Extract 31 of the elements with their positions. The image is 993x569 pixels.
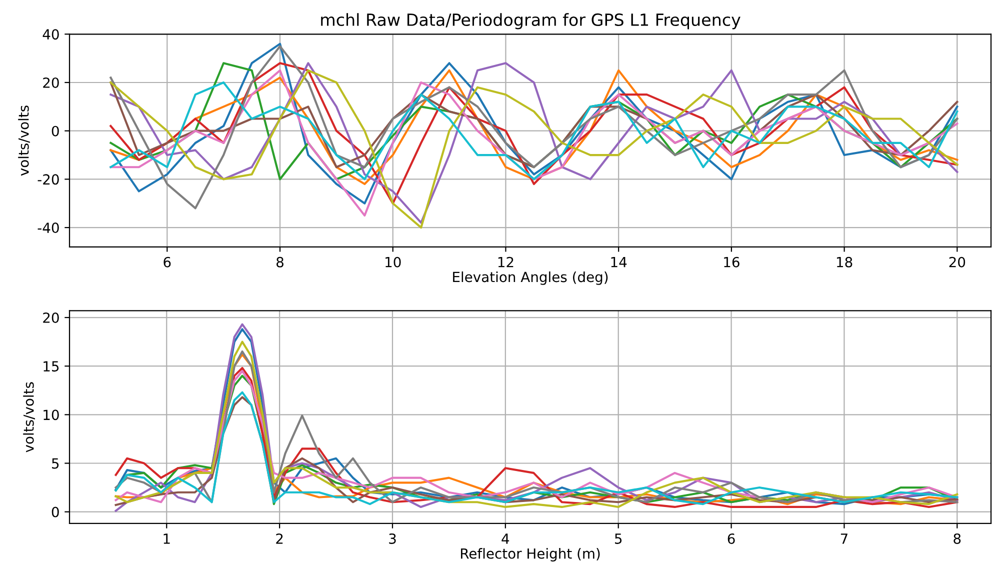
x-axis-title: Elevation Angles (deg): [453, 271, 608, 285]
x-tick-label: 16: [724, 256, 740, 268]
y-tick-label: 15: [44, 361, 59, 372]
x-tick-label: 6: [164, 256, 171, 268]
y-tick-label: -40: [38, 222, 59, 234]
x-tick-label: 1: [164, 534, 170, 544]
x-tick-label: 4: [502, 534, 510, 544]
y-tick-label: 20: [43, 77, 59, 88]
y-axis-title: volts/volts: [23, 382, 35, 452]
x-tick-label: 10: [386, 256, 401, 268]
y-tick-label: -20: [38, 174, 59, 185]
y-tick-label: 20: [43, 312, 59, 323]
y-tick-label: 10: [44, 410, 59, 420]
x-tick-label: 8: [276, 256, 284, 268]
y-tick-label: 0: [52, 506, 59, 518]
x-tick-label: 6: [728, 533, 735, 544]
x-tick-label: 5: [615, 534, 622, 544]
chart-title: mchl Raw Data/Periodogram for GPS L1 Frequency: [321, 13, 740, 30]
x-tick-label: 2: [276, 533, 283, 544]
y-tick-label: 40: [42, 29, 59, 40]
x-tick-label: 3: [389, 533, 396, 544]
y-axis-title: volts/volts: [18, 106, 30, 176]
x-tick-label: 18: [836, 256, 852, 268]
x-tick-label: 12: [498, 256, 514, 268]
y-tick-label: 0: [52, 126, 59, 136]
x-axis-title: Reflector Height (m): [460, 548, 600, 562]
x-tick-label: 7: [840, 534, 848, 544]
x-tick-label: 8: [954, 533, 961, 544]
y-tick-label: 5: [52, 458, 59, 469]
x-tick-label: 20: [949, 256, 966, 268]
x-tick-label: 14: [611, 257, 627, 268]
